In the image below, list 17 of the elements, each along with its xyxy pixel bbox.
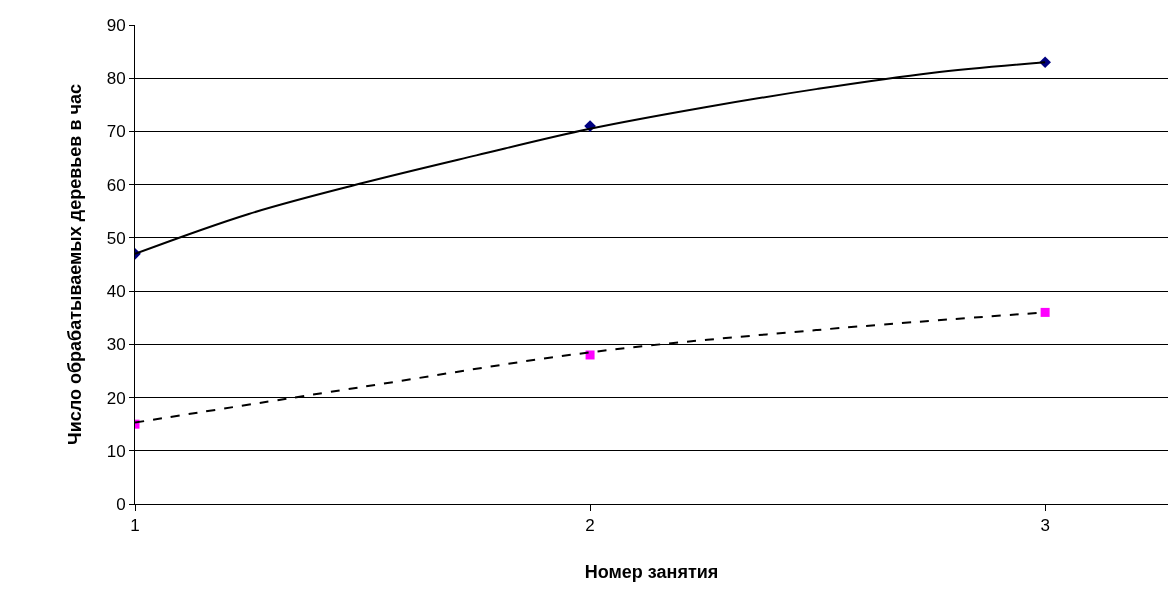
y-tick-label: 40 [106, 282, 126, 302]
x-tick-label: 3 [1040, 516, 1050, 536]
y-tick-label: 30 [106, 335, 126, 355]
y-tick-label: 80 [106, 69, 126, 89]
x-tick-label: 2 [585, 516, 595, 536]
y-tick-label: 60 [106, 175, 126, 195]
y-tick-label: 0 [116, 494, 126, 514]
x-axis-title: Номер занятия [584, 561, 719, 582]
point [585, 350, 595, 360]
y-tick-label: 70 [106, 122, 126, 142]
y-tick-label: 10 [106, 441, 126, 461]
y-axis-title: Число обрабатываемых деревьев в час [64, 84, 85, 445]
point [1040, 307, 1050, 317]
y-tick-label: 20 [106, 388, 126, 408]
y-tick-label: 90 [106, 15, 126, 35]
y-tick-label: 50 [106, 228, 126, 248]
x-tick-label: 1 [130, 516, 140, 536]
